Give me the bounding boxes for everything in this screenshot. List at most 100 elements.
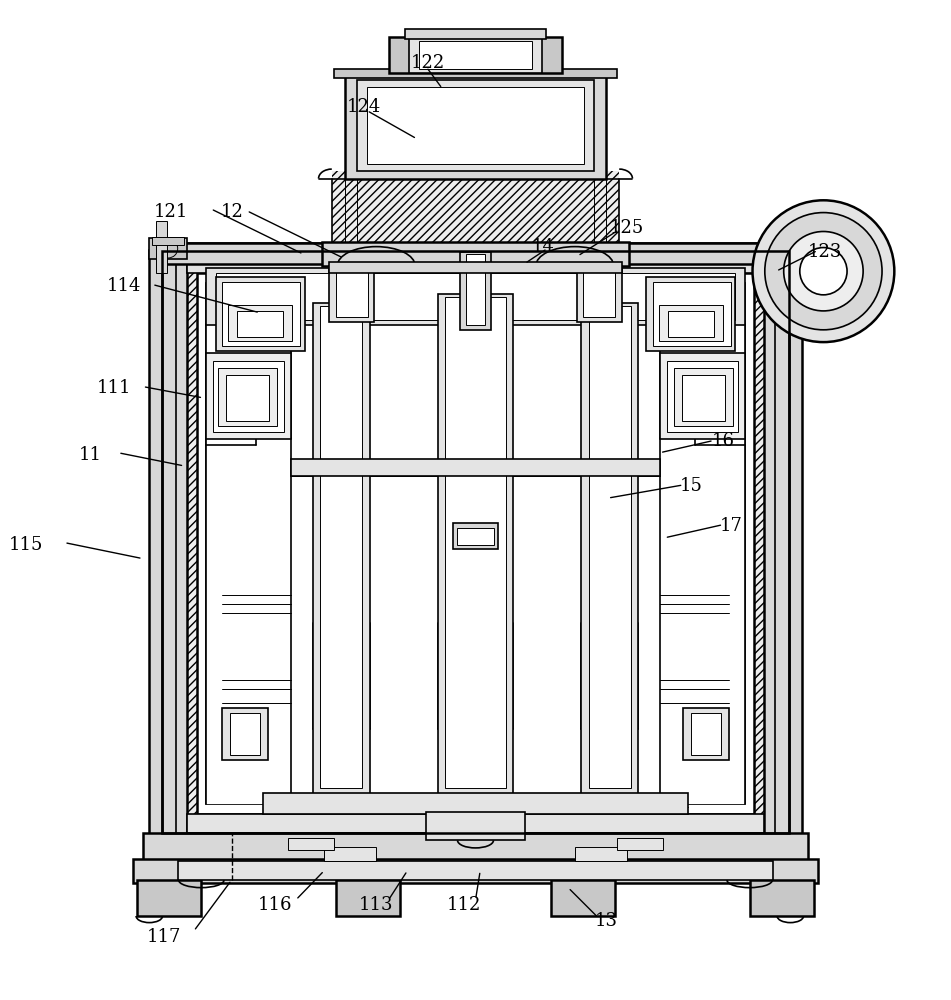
Bar	[336, 880, 399, 916]
Bar	[617, 838, 663, 850]
Bar	[659, 305, 723, 341]
Bar	[764, 250, 802, 838]
Text: 113: 113	[359, 896, 394, 914]
Text: 117: 117	[146, 928, 181, 946]
Bar	[581, 303, 638, 795]
Text: 123: 123	[808, 243, 843, 261]
Bar	[589, 306, 631, 788]
Bar	[334, 69, 617, 78]
Bar	[230, 713, 260, 755]
Bar	[332, 171, 619, 251]
Bar	[206, 324, 291, 804]
Bar	[162, 243, 789, 264]
Bar	[682, 375, 725, 421]
Bar	[367, 87, 584, 164]
Bar	[345, 73, 606, 179]
Bar	[456, 528, 495, 545]
Bar	[262, 793, 689, 814]
Text: 114: 114	[107, 277, 141, 295]
Bar	[178, 861, 773, 880]
Bar	[216, 277, 305, 351]
Circle shape	[159, 239, 178, 258]
Bar	[418, 41, 533, 69]
Bar	[216, 273, 735, 320]
Bar	[149, 238, 187, 259]
Bar	[197, 273, 754, 814]
Bar	[213, 361, 283, 432]
Circle shape	[752, 200, 894, 342]
Text: 17: 17	[719, 517, 742, 535]
Bar	[332, 171, 619, 251]
Bar	[660, 324, 745, 804]
Bar	[324, 847, 377, 861]
Bar	[797, 243, 843, 320]
Bar	[162, 251, 789, 833]
Bar	[767, 237, 799, 245]
Text: 112: 112	[447, 896, 481, 914]
Bar	[784, 221, 795, 273]
Bar	[228, 305, 292, 341]
Text: 13: 13	[594, 912, 617, 930]
Bar	[552, 880, 615, 916]
Bar	[646, 277, 735, 351]
Text: 14: 14	[533, 238, 555, 256]
Bar	[162, 251, 789, 833]
Circle shape	[773, 239, 792, 258]
Circle shape	[765, 213, 882, 330]
Bar	[162, 251, 789, 833]
Bar	[660, 353, 745, 439]
Bar	[764, 238, 802, 259]
Bar	[329, 266, 375, 322]
Bar	[149, 250, 187, 838]
Bar	[583, 271, 615, 317]
Bar	[143, 833, 808, 861]
Bar	[389, 37, 562, 73]
Bar	[437, 294, 514, 795]
Text: 12: 12	[221, 203, 244, 221]
Bar	[576, 266, 622, 322]
Bar	[322, 242, 629, 266]
Bar	[156, 221, 167, 273]
Bar	[206, 268, 745, 325]
Text: 121: 121	[154, 203, 188, 221]
Bar	[133, 859, 818, 883]
Bar	[219, 368, 277, 426]
Bar	[574, 847, 627, 861]
Bar	[653, 282, 730, 346]
Bar	[466, 254, 485, 325]
Bar	[453, 523, 498, 549]
Circle shape	[784, 231, 864, 311]
Text: 16: 16	[711, 432, 735, 450]
Bar	[669, 311, 714, 337]
Text: 115: 115	[10, 536, 44, 554]
Bar	[460, 252, 491, 330]
Text: 15: 15	[680, 477, 703, 495]
Bar	[320, 306, 362, 788]
Text: 125: 125	[610, 219, 644, 237]
Bar	[313, 303, 370, 795]
Bar	[187, 243, 764, 273]
Bar	[749, 880, 814, 916]
Bar	[226, 375, 269, 421]
Bar	[206, 353, 291, 439]
Bar	[223, 708, 267, 760]
Text: 124: 124	[347, 98, 381, 116]
Circle shape	[800, 248, 847, 295]
Bar	[291, 459, 660, 476]
Bar	[674, 368, 732, 426]
Bar	[336, 271, 368, 317]
Text: 116: 116	[258, 896, 292, 914]
Bar	[237, 311, 282, 337]
Bar	[691, 713, 721, 755]
Text: 122: 122	[411, 54, 445, 72]
Bar	[445, 297, 506, 788]
Bar	[668, 361, 738, 432]
Bar	[187, 814, 764, 833]
Bar	[206, 283, 745, 804]
Bar	[426, 812, 525, 840]
Text: 111: 111	[97, 379, 131, 397]
Bar	[288, 838, 334, 850]
Bar	[329, 262, 622, 273]
Bar	[137, 880, 202, 916]
Text: 11: 11	[78, 446, 101, 464]
